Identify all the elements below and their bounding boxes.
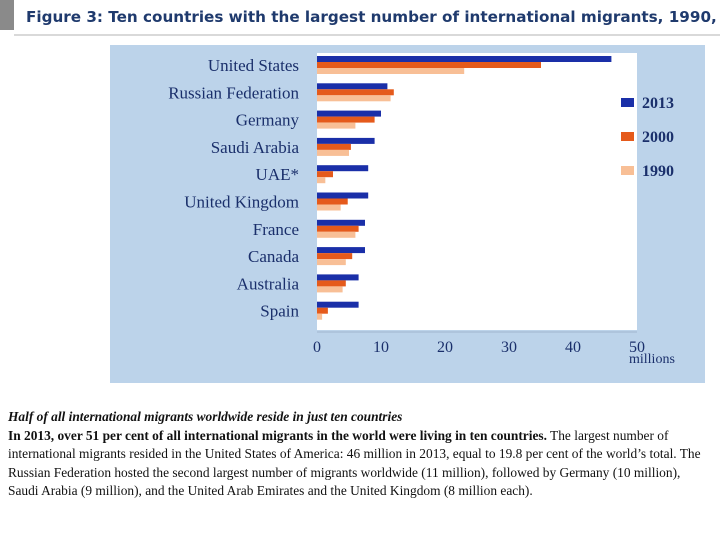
- corner-marker: [0, 0, 14, 30]
- bar-2013: [317, 165, 369, 172]
- bar-1990: [317, 204, 341, 211]
- category-label: Saudi Arabia: [211, 138, 300, 157]
- bar-2000: [317, 89, 394, 96]
- bar-2013: [317, 110, 381, 117]
- bar-2013: [317, 83, 388, 90]
- bar-1990: [317, 122, 356, 129]
- bar-2000: [317, 198, 348, 205]
- caption-heading: Half of all international migrants world…: [8, 409, 403, 424]
- category-label: UAE*: [256, 165, 299, 184]
- x-tick-label: 0: [313, 339, 321, 356]
- x-tick-label: 30: [501, 339, 517, 356]
- bar-2000: [317, 253, 353, 260]
- legend-label: 2013: [642, 95, 674, 112]
- x-tick-label: 40: [565, 339, 581, 356]
- legend-label: 2000: [642, 129, 674, 146]
- bar-2000: [317, 225, 359, 232]
- x-tick-label: 20: [437, 339, 453, 356]
- x-unit-label: millions: [629, 352, 675, 367]
- bar-2000: [317, 143, 351, 150]
- bar-2000: [317, 116, 375, 123]
- bar-1990: [317, 286, 343, 293]
- bar-1990: [317, 259, 346, 266]
- x-tick-label: 10: [373, 339, 389, 356]
- category-label: Australia: [237, 274, 300, 293]
- figure-title: Figure 3: Ten countries with the largest…: [26, 8, 716, 26]
- category-label: United Kingdom: [184, 193, 299, 212]
- category-label: France: [253, 220, 299, 239]
- bar-2013: [317, 247, 365, 254]
- bar-2013: [317, 192, 369, 199]
- legend-label: 1990: [642, 163, 674, 180]
- legend-swatch-1990: [621, 166, 634, 175]
- bar-2013: [317, 274, 359, 281]
- chart-panel: United States Russian Federation Germany Sa…: [110, 45, 705, 383]
- bar-2013: [317, 219, 365, 226]
- bar-1990: [317, 177, 326, 184]
- legend-swatch-2000: [621, 132, 634, 141]
- category-label: Russian Federation: [168, 83, 299, 102]
- caption-body: The largest number of international migr…: [8, 427, 701, 499]
- bar-1990: [317, 149, 349, 156]
- bar-chart: United States Russian Federation Germany Sa…: [168, 53, 675, 367]
- category-label: United States: [208, 56, 299, 75]
- caption-paragraph: In 2013, over 51 per cent of all interna…: [8, 427, 714, 501]
- bar-1990: [317, 231, 356, 238]
- bar-2000: [317, 171, 333, 178]
- bar-2013: [317, 137, 375, 144]
- title-rule: [14, 34, 720, 36]
- x-tick-label: 50: [629, 339, 645, 356]
- bar-2013: [317, 301, 359, 308]
- category-label: Canada: [248, 247, 299, 266]
- bar-2013: [317, 56, 612, 62]
- category-label: Spain: [260, 302, 299, 321]
- category-label: Germany: [236, 111, 300, 130]
- bar-1990: [317, 95, 391, 102]
- bar-1990: [317, 313, 323, 320]
- caption-lead: In 2013, over 51 per cent of all interna…: [8, 427, 547, 443]
- bar-1990: [317, 68, 465, 74]
- bar-2000: [317, 62, 541, 68]
- bar-2000: [317, 280, 346, 287]
- caption: Half of all international migrants world…: [8, 408, 714, 501]
- bar-2000: [317, 307, 328, 314]
- legend-swatch-2013: [621, 98, 634, 107]
